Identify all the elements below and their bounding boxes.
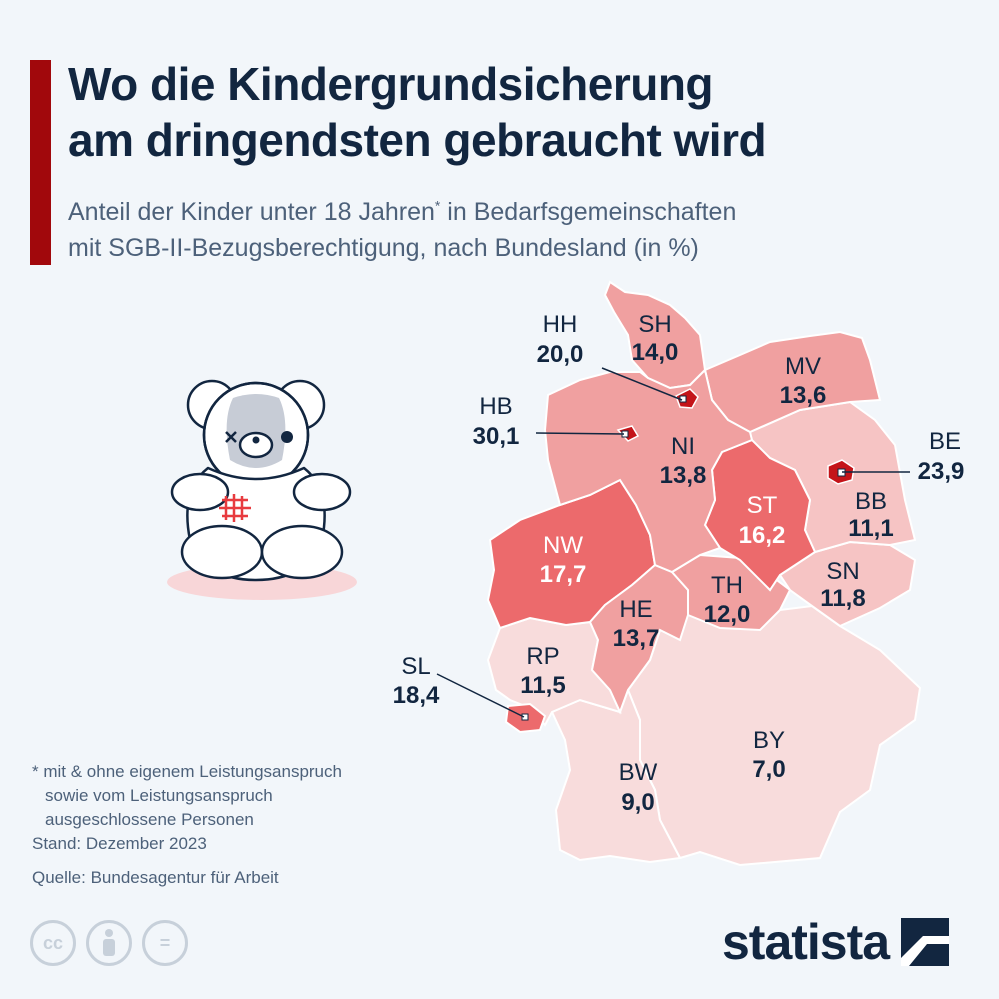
state-code: TH	[711, 572, 743, 599]
license-icons: cc =	[30, 920, 188, 970]
subtitle-line-2: mit SGB-II-Bezugsberechtigung, nach Bund…	[68, 234, 699, 262]
state-code: BW	[619, 759, 658, 786]
state-label-sn: SN 11,8	[820, 558, 865, 612]
state-code: ST	[747, 492, 778, 519]
nd-icon-text: =	[159, 932, 171, 953]
state-code: SH	[638, 311, 671, 338]
subtitle-line-1-pre: Anteil der Kinder unter 18 Jahren	[68, 198, 435, 226]
cc-icon-text: cc	[42, 932, 64, 953]
title-line-1: Wo die Kindergrundsicherung	[68, 58, 714, 110]
state-value: 17,7	[540, 561, 587, 588]
subtitle-asterisk: *	[434, 197, 441, 214]
state-value: 23,9	[918, 458, 965, 485]
state-value: 12,0	[704, 601, 751, 628]
state-label-hh: HH 20,0	[537, 311, 584, 368]
state-value: 11,8	[820, 585, 865, 612]
state-code: BY	[753, 727, 785, 754]
footnote-line-1: * mit & ohne eigenem Leistungsanspruch	[32, 762, 342, 781]
leader-line-hb	[535, 432, 625, 435]
state-value: 20,0	[537, 341, 584, 368]
state-label-sl: SL 18,4	[393, 653, 440, 709]
teddy-bear-icon	[167, 379, 357, 600]
page-title: Wo die Kindergrundsicherung am dringends…	[68, 56, 988, 168]
state-value: 9,0	[621, 789, 654, 816]
state-code: HE	[619, 596, 652, 623]
state-value: 13,8	[660, 462, 707, 489]
state-label-hb: HB 30,1	[473, 393, 520, 450]
brand-name: statista	[722, 914, 890, 970]
state-label-ni: NI 13,8	[660, 433, 707, 489]
page-subtitle: Anteil der Kinder unter 18 Jahren* in Be…	[68, 194, 988, 266]
state-code: RP	[526, 643, 559, 670]
statista-logo-icon	[901, 918, 950, 966]
accent-bar	[30, 60, 51, 265]
state-value: 11,1	[848, 515, 893, 542]
state-label-sh: SH 14,0	[632, 311, 679, 366]
source-note: Quelle: Bundesagentur für Arbeit	[32, 868, 279, 887]
state-label-th: TH 12,0	[704, 572, 751, 628]
state-label-nw: NW 17,7	[540, 532, 587, 588]
state-value: 30,1	[473, 423, 520, 450]
state-label-he: HE 13,7	[613, 596, 660, 652]
state-label-by: BY 7,0	[752, 727, 785, 783]
state-label-rp: RP 11,5	[520, 643, 565, 699]
state-label-mv: MV 13,6	[780, 353, 827, 409]
state-code: MV	[785, 353, 821, 380]
state-value: 14,0	[632, 339, 679, 366]
stand-date: Stand: Dezember 2023	[32, 834, 207, 853]
sl-marker	[521, 713, 529, 721]
leader-line-sl	[436, 673, 525, 718]
state-code: NW	[543, 532, 583, 559]
footnotes: * mit & ohne eigenem Leistungsanspruch s…	[32, 760, 412, 890]
attribution-icon[interactable]	[86, 920, 132, 966]
state-code: HB	[479, 393, 512, 420]
state-value: 16,2	[739, 522, 786, 549]
state-code: NI	[671, 433, 695, 460]
state-code: BE	[929, 428, 961, 455]
person-glyph	[103, 929, 115, 956]
state-label-bw: BW 9,0	[619, 759, 658, 816]
state-label-be: BE 23,9	[918, 428, 965, 485]
state-label-st: ST 16,2	[739, 492, 786, 549]
state-code: HH	[543, 311, 578, 338]
state-label-bb: BB 11,1	[848, 488, 893, 542]
state-code: SL	[401, 653, 430, 680]
state-code: SN	[826, 558, 859, 585]
title-line-2: am dringendsten gebraucht wird	[68, 114, 767, 166]
subtitle-line-1-post: in Bedarfsgemeinschaften	[440, 198, 737, 226]
no-derivatives-icon[interactable]: =	[142, 920, 188, 966]
state-value: 7,0	[752, 756, 785, 783]
state-region-hh	[675, 388, 699, 409]
state-region-ni	[543, 368, 754, 574]
footnote-line-3: ausgeschlossene Personen	[45, 810, 254, 829]
state-code: BB	[855, 488, 887, 515]
state-value: 18,4	[393, 682, 440, 709]
state-value: 13,7	[613, 625, 660, 652]
cc-icon[interactable]: cc	[30, 920, 76, 966]
statista-brand[interactable]: statista	[722, 912, 950, 972]
state-value: 13,6	[780, 382, 827, 409]
footnote-line-2: sowie vom Leistungsanspruch	[45, 786, 273, 805]
state-value: 11,5	[520, 672, 565, 699]
leader-line-hh	[601, 367, 683, 401]
